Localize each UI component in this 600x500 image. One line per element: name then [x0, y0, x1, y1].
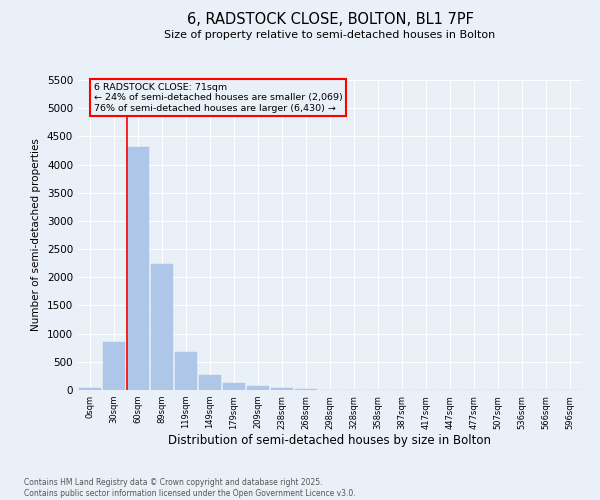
Text: Contains HM Land Registry data © Crown copyright and database right 2025.
Contai: Contains HM Land Registry data © Crown c…	[24, 478, 356, 498]
Bar	[247, 386, 269, 390]
Y-axis label: Number of semi-detached properties: Number of semi-detached properties	[31, 138, 41, 332]
Bar	[151, 264, 173, 390]
Text: 6, RADSTOCK CLOSE, BOLTON, BL1 7PF: 6, RADSTOCK CLOSE, BOLTON, BL1 7PF	[187, 12, 473, 28]
Bar	[103, 342, 125, 390]
Bar	[295, 389, 317, 390]
Text: Size of property relative to semi-detached houses in Bolton: Size of property relative to semi-detach…	[164, 30, 496, 40]
Bar	[175, 352, 197, 390]
Bar	[127, 147, 149, 390]
Text: 6 RADSTOCK CLOSE: 71sqm
← 24% of semi-detached houses are smaller (2,069)
76% of: 6 RADSTOCK CLOSE: 71sqm ← 24% of semi-de…	[94, 83, 343, 112]
Bar	[199, 376, 221, 390]
X-axis label: Distribution of semi-detached houses by size in Bolton: Distribution of semi-detached houses by …	[169, 434, 491, 448]
Bar	[223, 382, 245, 390]
Bar	[79, 388, 101, 390]
Bar	[271, 388, 293, 390]
